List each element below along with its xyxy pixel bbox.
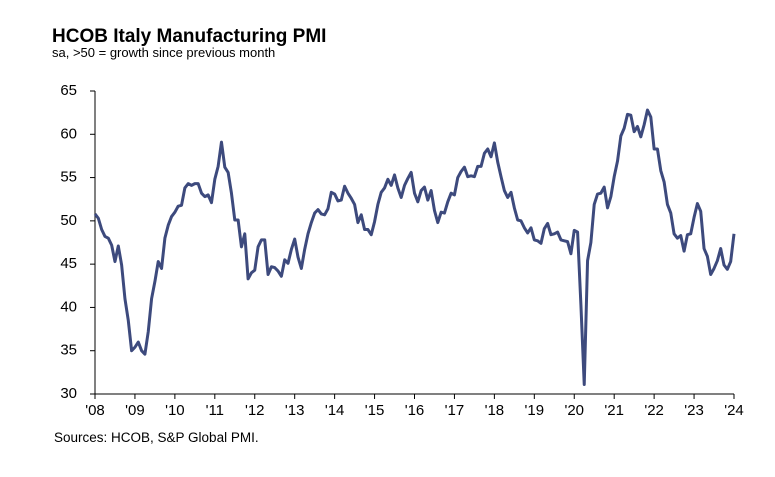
x-tick-label: '24 [724,402,744,419]
x-tick-label: '09 [125,402,145,419]
x-tick-label: '18 [485,402,505,419]
y-tick-label: 30 [60,385,77,402]
x-tick-label: '22 [644,402,664,419]
x-tick-label: '15 [365,402,385,419]
chart-source: Sources: HCOB, S&P Global PMI. [54,430,259,445]
y-tick-label: 65 [60,82,77,99]
y-tick-label: 45 [60,255,77,272]
x-tick-label: '19 [525,402,545,419]
x-tick-label: '11 [206,402,224,419]
x-tick-label: '10 [165,402,185,419]
y-tick-label: 35 [60,342,77,359]
x-tick-label: '12 [245,402,265,419]
line-series [93,108,736,386]
y-tick-label: 60 [60,125,77,142]
y-tick-label: 40 [60,298,77,315]
x-tick-label: '14 [325,402,345,419]
x-tick-label: '23 [684,402,704,419]
y-tick-label: 50 [60,212,77,229]
x-tick-label: '08 [85,402,105,419]
chart-subtitle: sa, >50 = growth since previous month [52,45,275,60]
chart-title: HCOB Italy Manufacturing PMI [52,26,326,47]
x-tick-label: '20 [564,402,584,419]
y-tick-label: 55 [60,169,77,186]
x-tick-label: '13 [285,402,305,419]
x-tick-label: '21 [604,402,624,419]
x-tick-label: '17 [445,402,465,419]
x-tick-label: '16 [405,402,425,419]
